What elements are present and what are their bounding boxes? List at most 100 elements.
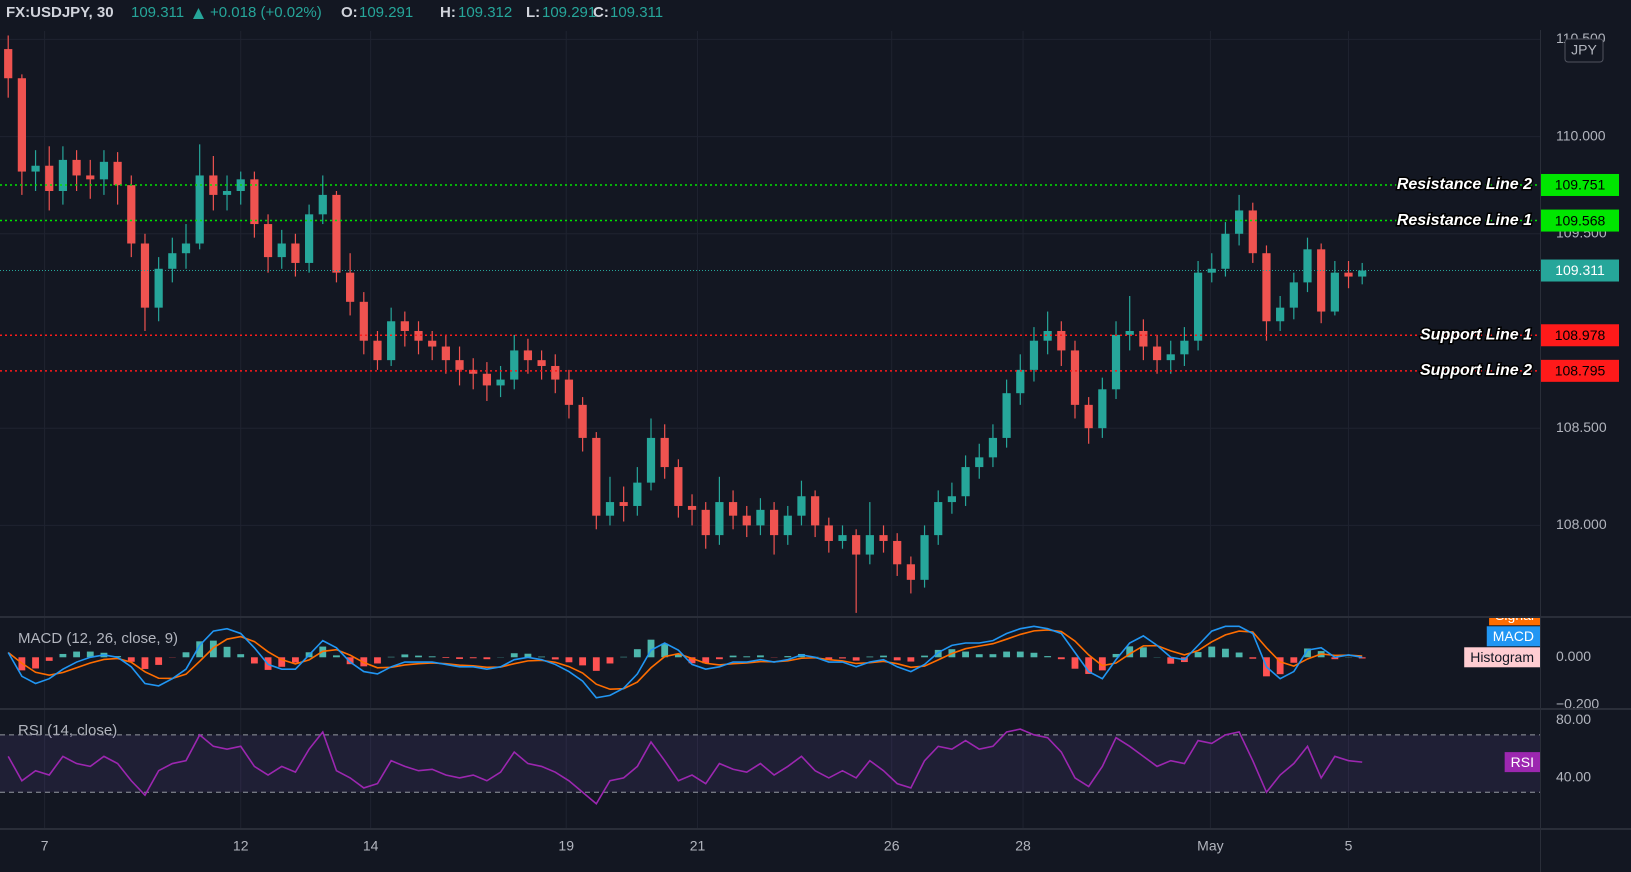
histogram-bar bbox=[1167, 657, 1175, 664]
histogram-bar bbox=[1208, 646, 1216, 658]
histogram-bar bbox=[538, 656, 546, 658]
x-tick-label: May bbox=[1197, 838, 1223, 854]
candle-body bbox=[633, 482, 642, 506]
x-tick-label: 19 bbox=[558, 838, 574, 854]
histogram-bar bbox=[1071, 657, 1079, 669]
histogram-bar bbox=[291, 657, 299, 663]
candle-body bbox=[1344, 272, 1353, 277]
x-tick-label: 26 bbox=[884, 838, 900, 854]
candle-body bbox=[195, 175, 204, 244]
histogram-bar bbox=[633, 649, 641, 658]
candle-body bbox=[318, 194, 327, 215]
candle-body bbox=[646, 437, 656, 483]
series-line bbox=[7, 629, 1363, 690]
histogram-bar bbox=[1222, 648, 1229, 658]
candle-body bbox=[1248, 210, 1257, 254]
candle-body bbox=[441, 346, 450, 361]
candle-body bbox=[99, 161, 109, 180]
histogram-bar bbox=[825, 657, 833, 660]
unit-box bbox=[1564, 38, 1604, 63]
close-label: C: bbox=[593, 4, 609, 21]
candle-body bbox=[17, 78, 26, 172]
candle-body bbox=[1029, 340, 1039, 370]
candle-body bbox=[1317, 249, 1326, 312]
histogram-bar bbox=[784, 656, 792, 658]
candle-body bbox=[332, 194, 341, 273]
macd-pane: −0.200 0.000 MACD (12, 26, close, 9) Signal… bbox=[7, 618, 1599, 708]
histogram-bar bbox=[223, 646, 231, 658]
candle-body bbox=[496, 379, 505, 386]
histogram-bar bbox=[1003, 651, 1011, 658]
candle-body bbox=[113, 161, 122, 186]
candle-body bbox=[728, 502, 738, 516]
candle-body bbox=[578, 404, 587, 438]
candle-body bbox=[4, 49, 13, 79]
level-price-box bbox=[1541, 173, 1619, 196]
candle-body bbox=[756, 509, 765, 526]
time-axis: 7 12 14 19 21 26 28 May 5 bbox=[41, 838, 1353, 854]
candle-body bbox=[1235, 210, 1244, 234]
candle-body bbox=[551, 365, 560, 380]
histogram-bar bbox=[469, 657, 477, 659]
candle-body bbox=[222, 191, 232, 195]
histogram-bar bbox=[1358, 657, 1366, 659]
histogram-bar bbox=[428, 656, 436, 658]
histogram-bar bbox=[702, 657, 710, 664]
price-pane: 108.000108.500109.500110.000110.500Resis… bbox=[0, 31, 1619, 613]
candle-body bbox=[1125, 330, 1134, 335]
candle-body bbox=[469, 369, 478, 374]
histogram-bar bbox=[346, 657, 354, 665]
candle-body bbox=[988, 437, 998, 458]
histogram-bar bbox=[661, 643, 669, 658]
candle-body bbox=[701, 509, 710, 536]
candle-body bbox=[783, 515, 792, 536]
x-tick-label: 12 bbox=[233, 838, 249, 854]
candle-body bbox=[58, 159, 68, 192]
histogram-bar bbox=[921, 655, 928, 658]
candle-body bbox=[72, 159, 81, 176]
candle-body bbox=[482, 373, 491, 386]
histogram-bar bbox=[141, 657, 149, 669]
close-value: 109.311 bbox=[610, 4, 663, 21]
histogram-bar bbox=[1030, 652, 1038, 658]
candle-body bbox=[168, 253, 177, 269]
legend-entry-box bbox=[1464, 647, 1540, 668]
histogram-bar bbox=[688, 657, 696, 664]
candle-body bbox=[1043, 330, 1052, 341]
candle-body bbox=[1111, 334, 1121, 390]
histogram-bar bbox=[442, 657, 450, 658]
histogram-bar bbox=[1304, 648, 1311, 658]
histogram-bar bbox=[483, 657, 491, 660]
x-tick-label: 5 bbox=[1345, 838, 1353, 854]
level-price-box bbox=[1541, 359, 1619, 382]
last-price: 109.311 bbox=[131, 4, 184, 21]
level-name: Resistance Line 2 bbox=[1397, 176, 1532, 193]
histogram-bar bbox=[1085, 657, 1093, 674]
histogram-bar bbox=[579, 657, 587, 666]
candle-body bbox=[811, 496, 820, 526]
high-label: H: bbox=[440, 4, 456, 21]
candle-body bbox=[209, 175, 218, 195]
candle-body bbox=[1193, 272, 1203, 341]
histogram-bar bbox=[278, 657, 286, 667]
level-price-box bbox=[1541, 324, 1619, 347]
candle-body bbox=[1358, 270, 1367, 277]
candle-body bbox=[824, 525, 833, 541]
y-tick-label: 110.000 bbox=[1556, 127, 1606, 143]
histogram-bar bbox=[456, 657, 463, 659]
histogram-bar bbox=[839, 657, 846, 659]
histogram-bar bbox=[647, 639, 655, 658]
candle-body bbox=[1070, 350, 1080, 405]
histogram-bar bbox=[155, 657, 163, 665]
histogram-bar bbox=[1331, 657, 1339, 660]
histogram-bar bbox=[975, 654, 983, 658]
y-tick-label: 108.000 bbox=[1556, 516, 1607, 532]
candle-body bbox=[592, 437, 601, 516]
high-value: 109.312 bbox=[458, 4, 512, 21]
candle-body bbox=[564, 379, 574, 405]
candle-body bbox=[715, 502, 724, 536]
histogram-bar bbox=[866, 656, 874, 658]
histogram-bar bbox=[565, 657, 573, 663]
symbol: FX:USDJPY, 30 bbox=[6, 4, 114, 21]
candle-body bbox=[619, 502, 628, 506]
